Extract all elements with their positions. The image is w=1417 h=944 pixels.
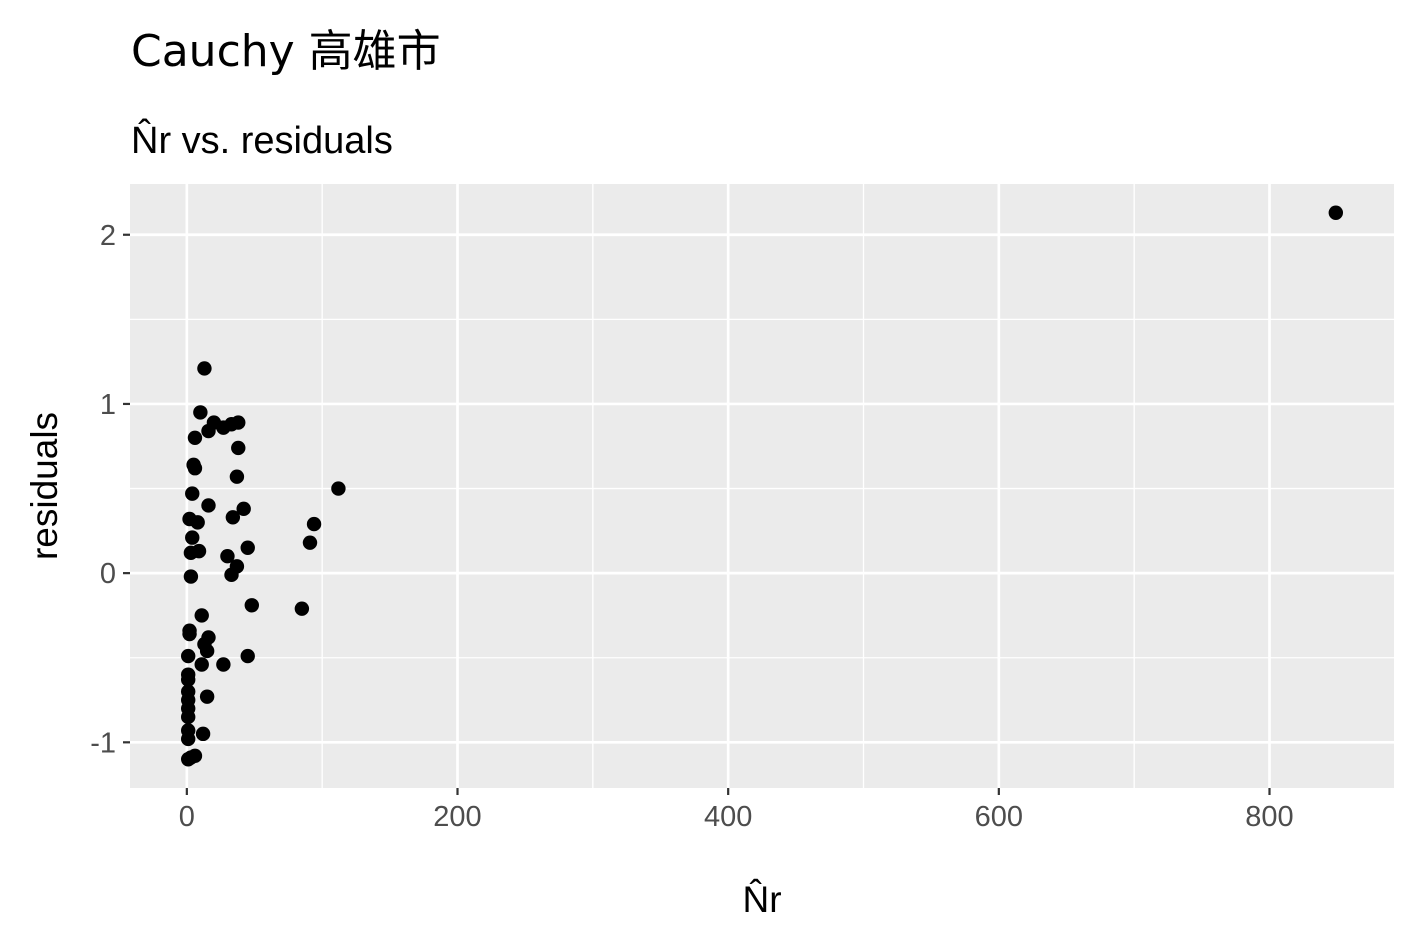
- data-point: [244, 598, 259, 613]
- data-point: [195, 726, 211, 742]
- data-point: [182, 626, 197, 642]
- data-point: [194, 657, 209, 672]
- y-tick-label: 1: [100, 389, 116, 421]
- data-point: [183, 545, 199, 561]
- x-tick-label: 0: [179, 801, 195, 833]
- data-point: [185, 486, 200, 501]
- data-point: [186, 457, 201, 473]
- data-point: [220, 549, 235, 564]
- data-point: [180, 672, 196, 687]
- data-point: [224, 567, 239, 583]
- data-point: [306, 516, 322, 532]
- x-axis: 0 200 400 600 800: [179, 788, 1294, 833]
- data-point: [236, 501, 251, 517]
- data-point: [197, 361, 212, 376]
- data-point: [231, 440, 246, 456]
- data-points: [180, 205, 1344, 767]
- x-tick-label: 600: [975, 801, 1023, 833]
- y-tick-label: 2: [100, 220, 116, 252]
- data-point: [331, 481, 346, 496]
- data-point: [193, 405, 208, 420]
- data-point: [180, 752, 196, 767]
- data-point: [1328, 205, 1344, 220]
- y-tick-label: 0: [100, 558, 116, 590]
- data-point: [185, 530, 200, 545]
- data-point: [302, 535, 318, 550]
- data-point: [201, 498, 216, 513]
- y-axis-title: residuals: [24, 412, 65, 560]
- data-point: [197, 636, 212, 652]
- chart-subtitle: N̂r vs. residuals: [131, 118, 393, 162]
- data-point: [180, 731, 196, 747]
- data-point: [225, 510, 241, 525]
- x-axis-title: N̂r: [742, 878, 781, 920]
- data-point: [199, 689, 215, 704]
- data-point: [194, 608, 209, 623]
- data-point: [182, 511, 197, 527]
- data-point: [180, 709, 196, 725]
- data-point: [229, 469, 245, 484]
- y-tick-label: -1: [90, 727, 116, 759]
- data-point: [187, 430, 203, 445]
- chart-title: Cauchy 高雄市: [131, 26, 441, 77]
- data-point: [216, 657, 231, 672]
- data-point: [240, 648, 255, 664]
- y-axis: -1 0 1 2: [90, 220, 130, 759]
- data-point: [180, 648, 196, 664]
- x-tick-label: 400: [704, 801, 752, 833]
- data-point: [294, 601, 310, 616]
- x-tick-label: 800: [1245, 801, 1293, 833]
- plot-panel: [130, 184, 1394, 788]
- x-tick-label: 200: [433, 801, 481, 833]
- data-point: [240, 540, 255, 555]
- data-point: [183, 569, 199, 584]
- data-point: [201, 423, 216, 439]
